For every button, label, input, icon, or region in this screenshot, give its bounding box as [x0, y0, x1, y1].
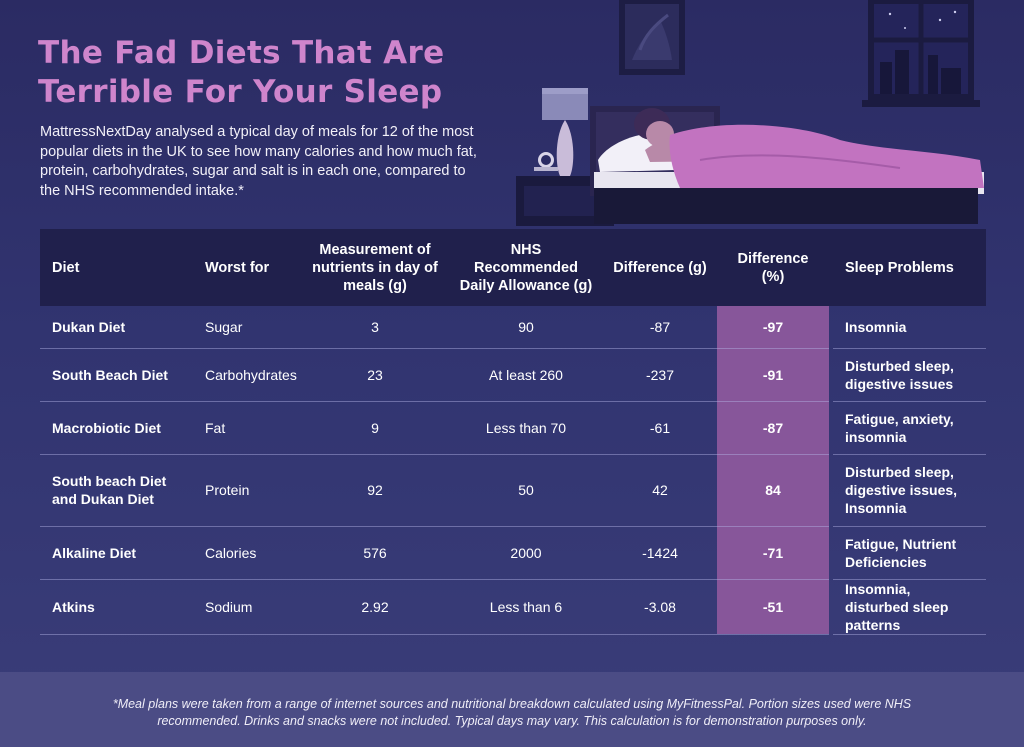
title-line-2: Terrible For Your Sleep [38, 74, 443, 110]
table-row: Macrobiotic Diet Fat 9 Less than 70 -61 … [40, 401, 986, 455]
cell-worst-for: Carbohydrates [193, 348, 301, 402]
cell-sleep-problems: Disturbed sleep, digestive issues [833, 348, 986, 402]
diet-table-container: Diet Worst for Measurement of nutrients … [40, 229, 986, 635]
cell-measurement: 576 [301, 526, 449, 580]
cell-difference-g: -237 [603, 348, 717, 402]
page-title: The Fad Diets That Are Terrible For Your… [38, 34, 508, 112]
title-line-1: The Fad Diets That Are [38, 35, 445, 71]
cell-worst-for: Fat [193, 401, 301, 455]
clock-icon [534, 152, 558, 171]
cell-nhs: Less than 6 [449, 579, 603, 635]
cell-difference-pct: -87 [717, 401, 829, 455]
cell-nhs: 50 [449, 454, 603, 527]
cell-worst-for: Sugar [193, 306, 301, 349]
table-row: Atkins Sodium 2.92 Less than 6 -3.08 -51… [40, 579, 986, 635]
footnote-bar: *Meal plans were taken from a range of i… [0, 672, 1024, 747]
cell-sleep-problems: Insomnia [833, 306, 986, 349]
cell-diet: Alkaline Diet [40, 526, 193, 580]
cell-measurement: 2.92 [301, 579, 449, 635]
footnote-text: *Meal plans were taken from a range of i… [112, 697, 912, 728]
cell-worst-for: Calories [193, 526, 301, 580]
cell-nhs: At least 260 [449, 348, 603, 402]
window [862, 0, 980, 107]
table-row: South beach Diet and Dukan Diet Protein … [40, 454, 986, 527]
header-worst-for: Worst for [205, 259, 270, 276]
cell-difference-g: 42 [603, 454, 717, 527]
cell-diet: Macrobiotic Diet [40, 401, 193, 455]
cell-difference-g: -3.08 [603, 579, 717, 635]
header-difference-pct: Difference (%) [717, 229, 829, 306]
cell-difference-pct: -51 [717, 579, 829, 635]
cell-nhs: 2000 [449, 526, 603, 580]
cell-sleep-problems: Insomnia, disturbed sleep patterns [833, 579, 986, 635]
cell-sleep-problems: Fatigue, Nutrient Deficiencies [833, 526, 986, 580]
cell-measurement: 92 [301, 454, 449, 527]
header-nhs-allowance: NHS Recommended Daily Allowance (g) [459, 241, 593, 294]
cell-worst-for: Protein [193, 454, 301, 527]
table-row: Alkaline Diet Calories 576 2000 -1424 -7… [40, 526, 986, 580]
cell-diet: South Beach Diet [40, 348, 193, 402]
cell-difference-pct: -97 [717, 306, 829, 349]
cell-difference-pct: 84 [717, 454, 829, 527]
wall-picture [619, 0, 685, 75]
blanket [669, 124, 984, 188]
intro-text: MattressNextDay analysed a typical day o… [40, 124, 477, 199]
diet-table: Diet Worst for Measurement of nutrients … [40, 229, 986, 635]
cell-difference-g: -1424 [603, 526, 717, 580]
header-sleep-problems: Sleep Problems [845, 259, 954, 276]
cell-measurement: 23 [301, 348, 449, 402]
table-header-row: Diet Worst for Measurement of nutrients … [40, 229, 986, 306]
cell-nhs: Less than 70 [449, 401, 603, 455]
cell-difference-g: -87 [603, 306, 717, 349]
header-diet: Diet [52, 259, 80, 276]
header-measurement: Measurement of nutrients in day of meals… [312, 241, 438, 294]
header-difference-g: Difference (g) [613, 259, 707, 276]
cell-nhs: 90 [449, 306, 603, 349]
cell-diet: South beach Diet and Dukan Diet [40, 454, 193, 527]
cell-difference-pct: -71 [717, 526, 829, 580]
cell-diet: Dukan Diet [40, 306, 193, 349]
cell-difference-g: -61 [603, 401, 717, 455]
cell-sleep-problems: Fatigue, anxiety, insomnia [833, 401, 986, 455]
cell-diet: Atkins [40, 579, 193, 635]
cell-worst-for: Sodium [193, 579, 301, 635]
table-row: Dukan Diet Sugar 3 90 -87 -97 Insomnia [40, 306, 986, 349]
lamp [542, 88, 588, 176]
table-row: South Beach Diet Carbohydrates 23 At lea… [40, 348, 986, 402]
cell-measurement: 3 [301, 306, 449, 349]
bedroom-illustration [516, 0, 984, 226]
cell-sleep-problems: Disturbed sleep, digestive issues, Insom… [833, 454, 986, 527]
cell-measurement: 9 [301, 401, 449, 455]
cell-difference-pct: -91 [717, 348, 829, 402]
